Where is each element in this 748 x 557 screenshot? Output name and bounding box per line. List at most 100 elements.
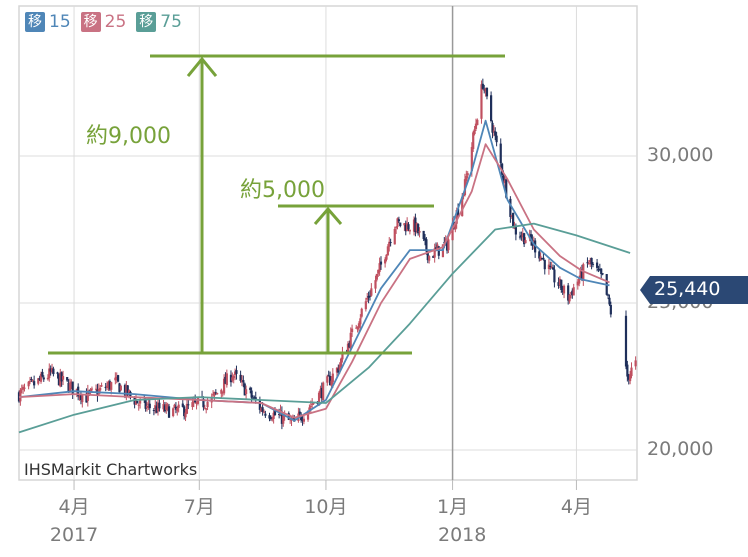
candle-body [393, 228, 396, 245]
legend-ma75-badge: 移 [136, 12, 157, 32]
candle-body [139, 400, 142, 404]
candle-body [225, 373, 228, 386]
x-tick-label: 10月 [304, 496, 348, 518]
candle-body [133, 397, 136, 405]
candle-body [272, 412, 275, 419]
candle-body [27, 381, 30, 387]
candle-body [126, 385, 129, 396]
candle-body [184, 412, 187, 418]
candle-body [78, 395, 81, 398]
candle-body [322, 382, 325, 401]
current-price-value: 25,440 [654, 278, 721, 300]
candle-body [114, 377, 117, 381]
current-price-tag: 25,440 [640, 276, 748, 304]
candle-body [338, 364, 341, 371]
candle-body [155, 406, 158, 413]
candle-body [39, 373, 43, 382]
legend-ma25[interactable]: 移 25 [80, 12, 126, 32]
candle-body [626, 364, 629, 377]
legend-ma25-badge: 移 [80, 12, 101, 32]
candle-body [231, 377, 234, 381]
x-tick-label: 7月 [183, 496, 215, 518]
ma15-line [18, 119, 610, 422]
candle-body [302, 418, 306, 422]
chart-attribution: IHSMarkit Chartworks [24, 460, 198, 479]
candle-body [490, 95, 493, 122]
candle-body [136, 400, 139, 404]
candle-body [367, 295, 370, 298]
candle-body [335, 367, 339, 373]
candle-body [187, 404, 190, 406]
candle-body [105, 385, 109, 389]
arrowhead-9000 [186, 56, 218, 77]
candle-body [269, 417, 272, 420]
candle-body [397, 219, 400, 222]
candle-body [264, 413, 267, 416]
candle-body [597, 269, 600, 271]
candle-body [250, 390, 253, 398]
candle-body [561, 290, 564, 292]
candle-body [258, 400, 261, 410]
candle-body [68, 382, 72, 392]
legend-ma15[interactable]: 移 15 [25, 12, 71, 32]
price-tag-shape [640, 276, 748, 304]
candle-body [339, 358, 343, 367]
candle-body [317, 392, 321, 406]
candle-body [183, 406, 186, 417]
candle-body [254, 397, 257, 401]
annotation-arrows [48, 54, 505, 355]
ma25-line [18, 143, 610, 419]
candle-body [551, 267, 555, 270]
candle-body [524, 240, 527, 244]
candle-body [404, 224, 407, 232]
y-tick-label: 30,000 [647, 144, 714, 166]
candle-body [407, 224, 410, 230]
candle-body [543, 259, 546, 270]
candle-body [600, 268, 603, 274]
legend-ma75-label: 75 [160, 12, 182, 32]
candle-body [454, 224, 457, 230]
candle-body [19, 389, 22, 402]
candle-body [629, 374, 632, 382]
candle-body [337, 368, 340, 373]
candle-body [300, 414, 303, 421]
candle-body [513, 227, 516, 229]
candle-body [185, 403, 189, 414]
candle-body [220, 389, 223, 394]
candle-body [630, 367, 633, 377]
candle-body [90, 388, 94, 390]
legend-ma15-label: 15 [49, 12, 71, 32]
candle-body [540, 258, 544, 260]
candle-body [538, 251, 541, 259]
candle-body [41, 371, 44, 377]
candle-body [59, 372, 62, 387]
candle-body [206, 401, 209, 408]
candle-body [491, 122, 494, 133]
candle-body [249, 387, 252, 391]
annotation-9000: 約9,000 [86, 124, 171, 149]
candle-body [350, 328, 354, 333]
candle-body [192, 401, 195, 403]
candle-body [154, 405, 157, 409]
candle-body [360, 308, 363, 317]
price-candles [17, 78, 637, 434]
candle-body [75, 388, 78, 392]
candle-body [172, 408, 175, 416]
candle-body [557, 282, 560, 286]
candle-body [152, 410, 155, 412]
candle-body [378, 263, 381, 272]
candle-body [386, 246, 389, 256]
candle-body [128, 390, 131, 393]
candle-body [414, 217, 417, 233]
candle-body [451, 222, 454, 241]
candle-body [423, 238, 427, 241]
candle-body [52, 368, 55, 375]
annotation-5000: 約5,000 [240, 178, 325, 203]
ma75-line [18, 222, 631, 434]
candle-body [364, 301, 367, 310]
candle-body [560, 279, 563, 290]
candle-body [355, 327, 358, 329]
candle-body [388, 241, 391, 247]
candle-body [330, 380, 333, 386]
legend-ma75[interactable]: 移 75 [136, 12, 182, 32]
